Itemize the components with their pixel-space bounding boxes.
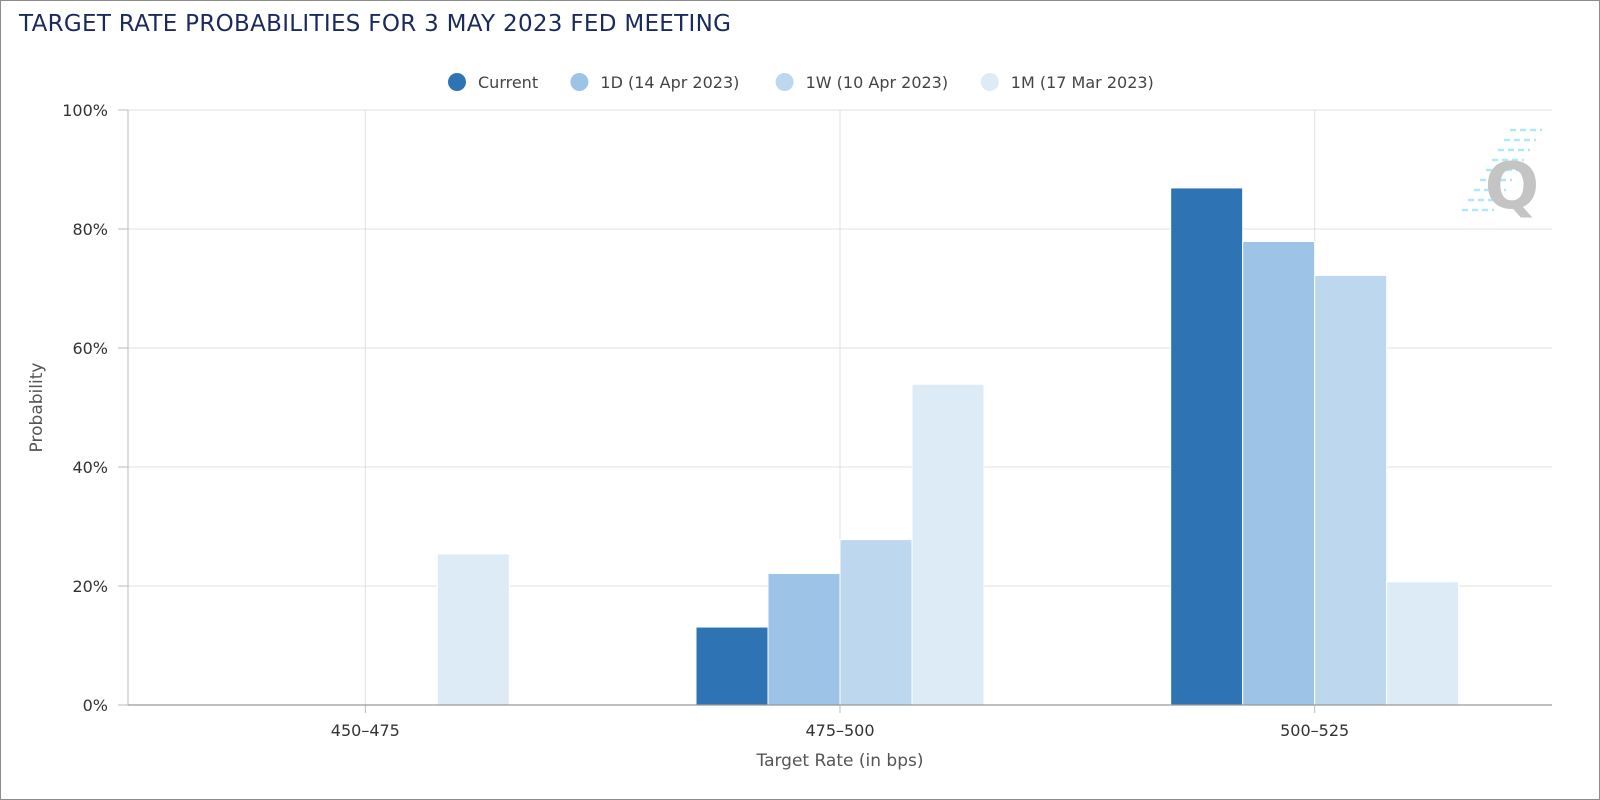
y-tick-label: 100% <box>62 101 108 120</box>
bar-1-500-525[interactable] <box>1170 187 1244 706</box>
bar-3-500-525[interactable] <box>1314 274 1388 706</box>
bar-2-475-500[interactable] <box>767 573 841 706</box>
bar-1-475-500[interactable] <box>695 626 769 706</box>
legend-item[interactable]: 1M (17 Mar 2023) <box>980 73 1154 92</box>
y-tick-label: 0% <box>83 696 108 715</box>
legend-label: Current <box>478 73 538 92</box>
legend-marker <box>775 73 794 91</box>
watermark-logo: Q <box>1462 128 1542 224</box>
bar-4-500-525[interactable] <box>1386 581 1460 706</box>
bar-3-475-500[interactable] <box>839 539 913 706</box>
legend-label: 1M (17 Mar 2023) <box>1011 73 1154 92</box>
x-tick-label: 450–475 <box>331 721 400 740</box>
legend-marker <box>980 73 999 91</box>
legend-item[interactable]: 1W (10 Apr 2023) <box>775 73 949 92</box>
legend[interactable]: Current 1D (14 Apr 2023) 1W (10 Apr 2023) 1… <box>448 73 1154 92</box>
bar-2-500-525[interactable] <box>1242 240 1316 706</box>
x-axis-title: Target Rate (in bps) <box>756 751 924 771</box>
legend-marker <box>570 73 589 91</box>
x-tick-label: 475–500 <box>805 721 874 740</box>
y-tick-label: 40% <box>72 458 108 477</box>
watermark-q-icon: Q <box>1485 150 1539 224</box>
legend-label: 1W (10 Apr 2023) <box>806 73 949 92</box>
y-tick-label: 80% <box>72 220 108 239</box>
y-axis-title: Probability <box>27 363 47 453</box>
legend-marker <box>448 73 466 91</box>
y-tick-label: 60% <box>72 339 108 358</box>
legend-item[interactable]: 1D (14 Apr 2023) <box>570 73 739 92</box>
bar-4-475-500[interactable] <box>911 383 985 706</box>
x-tick-label: 500–525 <box>1280 721 1349 740</box>
bars <box>436 187 1460 706</box>
bar-4-450-475[interactable] <box>436 553 510 706</box>
legend-item[interactable]: Current <box>448 73 538 92</box>
axes: 0% 20% 40% 60% 80% 100% 450–475 475–500 500–525 <box>62 101 1552 740</box>
chart-title: TARGET RATE PROBABILITIES FOR 3 MAY 2023… <box>19 11 732 37</box>
legend-label: 1D (14 Apr 2023) <box>600 73 739 92</box>
y-tick-label: 20% <box>72 577 108 596</box>
